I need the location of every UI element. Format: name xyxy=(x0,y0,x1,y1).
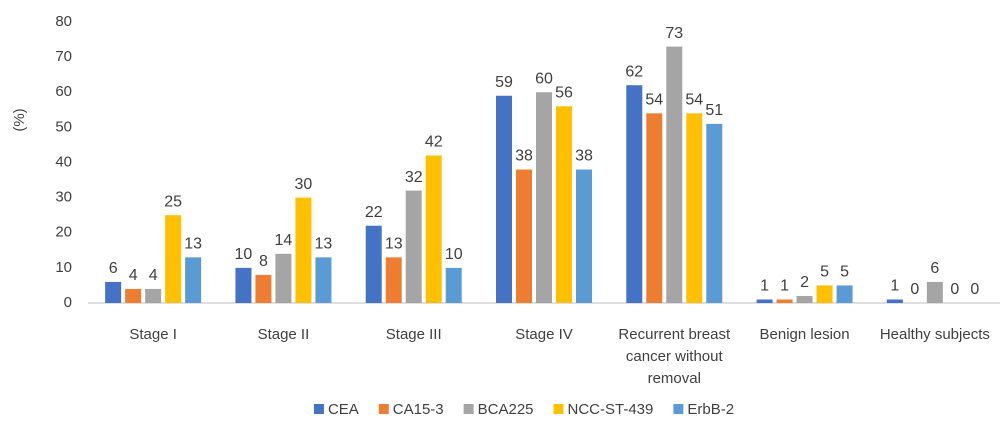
bar xyxy=(836,285,853,303)
data-label: 62 xyxy=(625,63,643,80)
y-tick-label: 70 xyxy=(55,48,72,65)
bar xyxy=(405,190,422,303)
data-label: 10 xyxy=(235,246,253,263)
bar xyxy=(926,281,943,303)
y-tick-label: 50 xyxy=(55,118,72,135)
bar xyxy=(125,288,142,303)
data-label: 4 xyxy=(149,267,158,284)
bar xyxy=(816,285,833,303)
legend-label: BCA225 xyxy=(478,401,534,418)
y-tick-label: 20 xyxy=(55,224,72,241)
data-label: 38 xyxy=(515,148,533,165)
legend-label: CA15-3 xyxy=(393,401,444,418)
bar xyxy=(385,257,402,303)
bar xyxy=(756,299,773,303)
data-label: 8 xyxy=(259,253,268,270)
data-label: 1 xyxy=(890,278,899,295)
data-label: 1 xyxy=(760,278,769,295)
data-label: 2 xyxy=(800,274,809,291)
bar xyxy=(886,299,903,303)
bar xyxy=(496,95,512,303)
bar xyxy=(185,257,202,303)
legend: CEA CA15-3 BCA225 NCC-ST-439 ErbB-2 xyxy=(313,401,734,418)
data-label: 25 xyxy=(164,193,182,210)
data-label: 54 xyxy=(645,92,663,109)
y-tick-label: 80 xyxy=(55,13,72,30)
legend-label: CEA xyxy=(328,401,359,418)
x-tick-label: Stage II xyxy=(258,326,310,343)
legend-swatch xyxy=(378,404,389,414)
bar xyxy=(556,106,572,303)
x-tick-label: Recurrent breast cancer without removal xyxy=(618,326,731,387)
bar xyxy=(686,113,703,303)
bar xyxy=(796,295,813,303)
bar xyxy=(255,274,272,303)
bar xyxy=(536,92,552,303)
y-tick-label: 30 xyxy=(55,189,72,206)
legend-swatch xyxy=(463,404,474,414)
data-label: 4 xyxy=(129,267,138,284)
data-label: 5 xyxy=(840,264,849,281)
x-tick-label: Healthy subjects xyxy=(880,326,990,343)
bar xyxy=(445,267,462,303)
bar xyxy=(315,257,332,303)
bar xyxy=(646,113,663,303)
data-label: 0 xyxy=(970,281,979,298)
bar xyxy=(295,197,312,303)
data-label: 1 xyxy=(780,278,789,295)
data-label: 10 xyxy=(445,246,463,263)
legend-swatch xyxy=(313,404,324,414)
data-label: 6 xyxy=(109,260,118,277)
bar xyxy=(576,169,592,303)
data-label: 6 xyxy=(930,260,939,277)
bar xyxy=(145,288,162,303)
bar xyxy=(666,46,683,304)
bar xyxy=(165,215,182,303)
bar xyxy=(516,169,532,303)
data-label: 73 xyxy=(665,25,683,42)
y-tick-label: 60 xyxy=(55,83,72,100)
data-label: 13 xyxy=(184,236,202,253)
y-axis-label: (%) xyxy=(11,108,28,131)
bar xyxy=(235,267,252,303)
bar xyxy=(105,281,122,303)
data-label: 32 xyxy=(405,169,423,186)
x-tick-label: Stage I xyxy=(129,326,177,343)
legend-swatch xyxy=(553,404,564,414)
bar xyxy=(776,299,793,303)
bar xyxy=(706,123,723,303)
data-label: 13 xyxy=(315,236,333,253)
data-label: 56 xyxy=(555,85,573,102)
data-label: 38 xyxy=(575,148,593,165)
legend-swatch xyxy=(673,404,684,414)
x-tick-label: Stage IV xyxy=(515,326,573,343)
data-label: 30 xyxy=(295,176,313,193)
bar xyxy=(365,225,382,303)
y-tick-label: 10 xyxy=(55,259,72,276)
data-label: 5 xyxy=(820,264,829,281)
bar xyxy=(425,155,442,303)
bar xyxy=(626,85,643,303)
data-label: 14 xyxy=(275,232,293,249)
y-tick-label: 40 xyxy=(55,153,72,170)
data-label: 22 xyxy=(365,204,383,221)
data-label: 13 xyxy=(385,236,403,253)
x-tick-label: Benign lesion xyxy=(760,326,850,343)
y-tick-label: 0 xyxy=(64,294,72,311)
bar xyxy=(275,253,292,303)
data-label: 59 xyxy=(495,74,513,91)
x-tick-label: Stage III xyxy=(386,326,442,343)
legend-label: NCC-ST-439 xyxy=(568,401,654,418)
data-label: 0 xyxy=(950,281,959,298)
legend-label: ErbB-2 xyxy=(687,401,734,418)
data-label: 60 xyxy=(535,70,553,87)
data-label: 54 xyxy=(685,92,703,109)
data-label: 51 xyxy=(705,102,723,119)
data-label: 42 xyxy=(425,134,443,151)
data-label: 0 xyxy=(910,281,919,298)
